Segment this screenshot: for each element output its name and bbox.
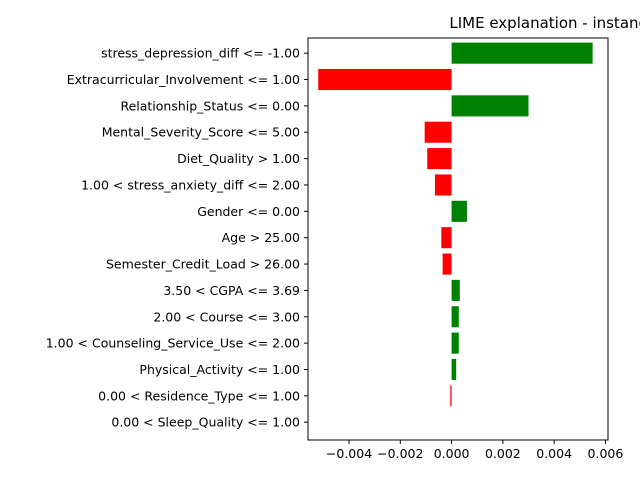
x-tick-label: 0.002 — [485, 446, 521, 461]
bar-6 — [452, 201, 467, 222]
chart-title: LIME explanation - instance 6113 - Pred:… — [449, 14, 640, 32]
x-tick-label: −0.002 — [377, 446, 423, 461]
y-tick-label: Age > 25.00 — [222, 230, 300, 245]
bar-13 — [450, 385, 451, 406]
y-tick-label: Extracurricular_Involvement <= 1.00 — [67, 72, 300, 87]
bar-4 — [427, 148, 451, 169]
y-tick-label: Gender <= 0.00 — [197, 204, 300, 219]
x-tick-label: −0.004 — [326, 446, 372, 461]
bar-8 — [443, 253, 452, 274]
bar-7 — [441, 227, 451, 248]
y-tick-label: 0.00 < Residence_Type <= 1.00 — [98, 388, 300, 403]
y-tick-label: Semester_Credit_Load > 26.00 — [106, 257, 300, 272]
x-ticks: −0.004 −0.002 0.000 0.002 0.004 0.006 — [326, 440, 623, 461]
bar-0 — [452, 43, 593, 64]
x-tick-label: 0.000 — [434, 446, 470, 461]
y-tick-label: Mental_Severity_Score <= 5.00 — [102, 125, 300, 140]
bar-2 — [452, 95, 529, 116]
bar-10 — [452, 306, 459, 327]
x-tick-label: 0.006 — [588, 446, 624, 461]
bar-1 — [318, 69, 451, 90]
y-tick-label: Relationship_Status <= 0.00 — [120, 98, 300, 113]
bar-3 — [425, 122, 452, 143]
bars-group — [318, 43, 592, 407]
y-tick-label: 0.00 < Sleep_Quality <= 1.00 — [111, 415, 300, 430]
bar-11 — [452, 333, 459, 354]
y-tick-label: 3.50 < CGPA <= 3.69 — [163, 283, 300, 298]
y-tick-label: stress_depression_diff <= -1.00 — [101, 46, 300, 61]
y-tick-label: 1.00 < Counseling_Service_Use <= 2.00 — [46, 336, 300, 351]
y-tick-label: Physical_Activity <= 1.00 — [139, 362, 300, 377]
y-tick-label: 2.00 < Course <= 3.00 — [153, 309, 300, 324]
bar-5 — [435, 174, 452, 195]
y-tick-label: Diet_Quality > 1.00 — [177, 151, 300, 166]
bar-12 — [452, 359, 457, 380]
y-tick-labels: stress_depression_diff <= -1.00 Extracurr… — [46, 46, 308, 430]
bar-9 — [452, 280, 460, 301]
y-tick-label: 1.00 < stress_anxiety_diff <= 2.00 — [81, 177, 300, 192]
x-tick-label: 0.004 — [536, 446, 572, 461]
